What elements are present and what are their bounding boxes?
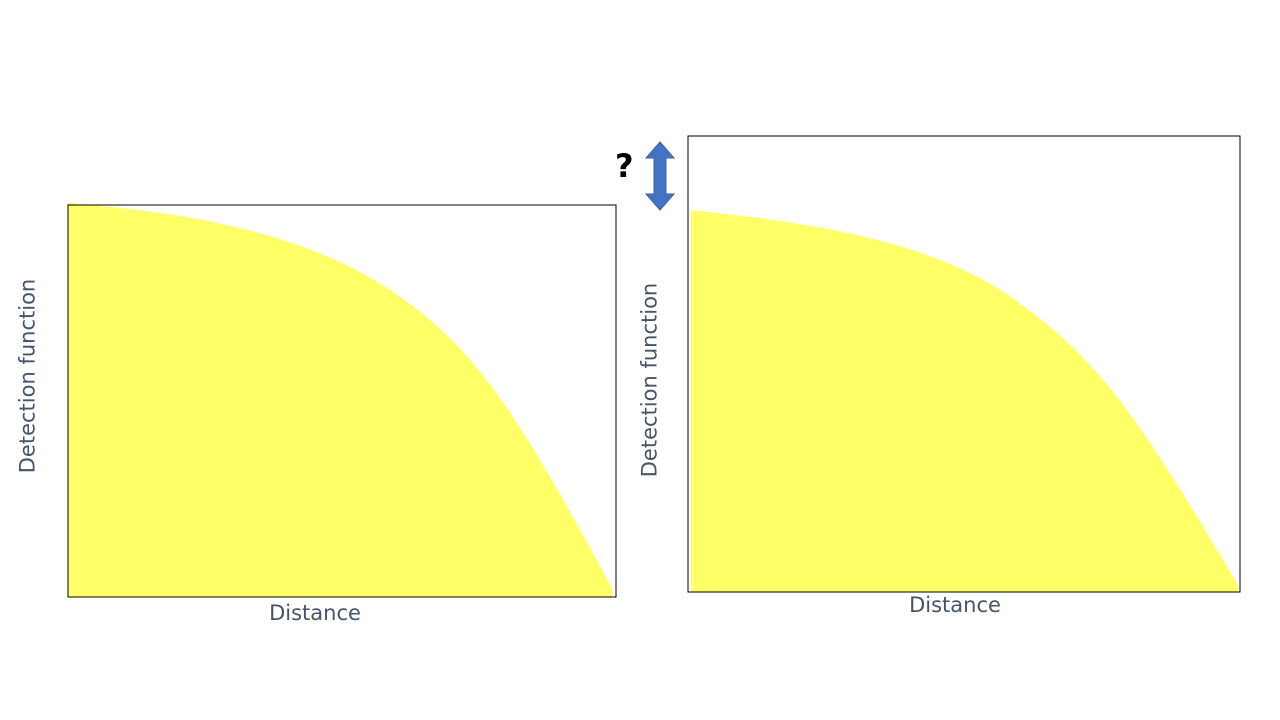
- right-plot-frame: [687, 135, 1241, 593]
- left-x-axis-label: Distance: [269, 601, 361, 625]
- left-y-axis-label: Detection function: [15, 278, 40, 474]
- left-plot-frame: [67, 204, 617, 598]
- right-y-axis-label: Detection function: [637, 282, 662, 478]
- question-mark: ?: [615, 147, 634, 185]
- double-vertical-arrow-icon: [644, 141, 676, 211]
- right-detection-area: [691, 210, 1238, 592]
- left-detection-area: [68, 203, 612, 597]
- right-x-axis-label: Distance: [909, 593, 1001, 617]
